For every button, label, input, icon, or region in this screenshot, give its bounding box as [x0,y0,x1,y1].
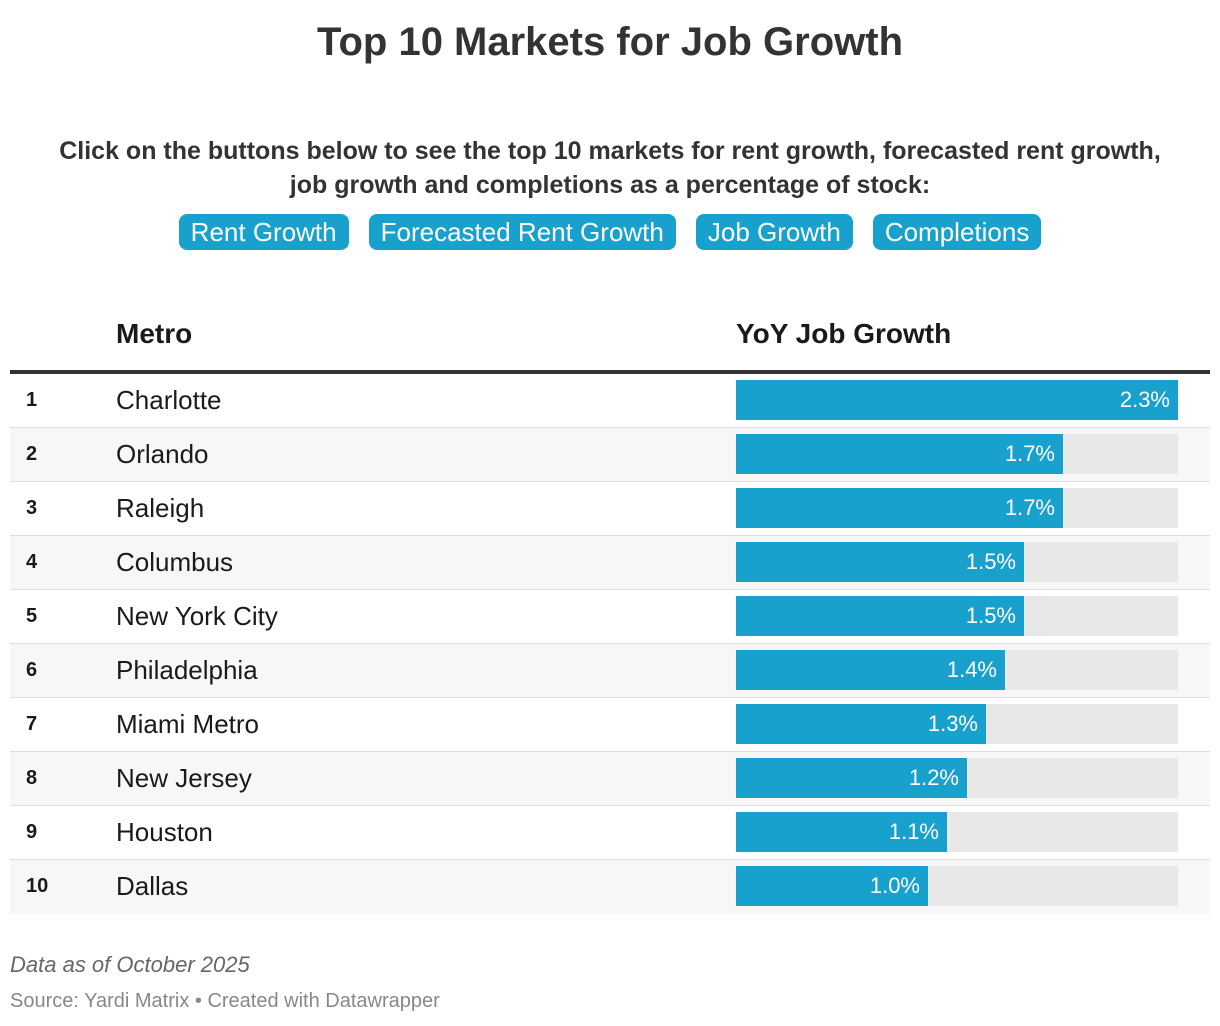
metro-cell: New Jersey [116,763,252,793]
bar-track: 1.3% [736,704,1178,744]
table-row: 5 New York City 1.5% [10,590,1210,644]
bar-track: 1.5% [736,596,1178,636]
bar: 1.5% [736,542,1024,582]
rank-cell: 7 [26,713,38,735]
metro-cell: Charlotte [116,385,222,415]
column-header-metro: Metro [116,318,193,349]
bar: 1.7% [736,434,1063,474]
bar-track: 1.7% [736,434,1178,474]
rank-cell: 9 [26,821,38,843]
intro-line-1: Click on the buttons below to see the to… [59,137,1161,165]
intro-text: Click on the buttons below to see the to… [20,134,1200,202]
rent-growth-button[interactable]: Rent Growth [178,214,349,250]
bar: 1.5% [736,596,1024,636]
bar-value-label: 1.4% [946,657,997,682]
source-note: Source: Yardi Matrix • Created with Data… [10,990,440,1012]
table-row: 3 Raleigh 1.7% [10,482,1210,536]
bar-track: 1.7% [736,488,1178,528]
metro-cell: Raleigh [116,493,205,523]
metro-cell: Orlando [116,439,209,469]
rank-cell: 1 [26,389,38,411]
table-row: 8 New Jersey 1.2% [10,752,1210,806]
bar-track: 2.3% [736,380,1178,420]
rank-cell: 3 [26,497,38,519]
metro-cell: Houston [116,817,213,847]
rank-cell: 4 [26,551,38,573]
metro-cell: Dallas [116,871,189,901]
rank-cell: 8 [26,767,38,789]
table-body: 1 Charlotte 2.3% 2 Orlando 1.7% 3 Raleigh 1.7% 4 C… [10,374,1210,914]
bar-value-label: 1.3% [927,711,978,736]
rank-cell: 6 [26,659,38,681]
metric-buttons: Rent Growth Forecasted Rent Growth Job G… [0,214,1220,250]
bar: 1.4% [736,650,1005,690]
rank-cell: 5 [26,605,38,627]
table-row: 9 Houston 1.1% [10,806,1210,860]
table-row: 4 Columbus 1.5% [10,536,1210,590]
bar-track: 1.5% [736,542,1178,582]
metro-cell: Miami Metro [116,709,260,739]
table-row: 1 Charlotte 2.3% [10,374,1210,428]
bar-track: 1.2% [736,758,1178,798]
chart-title: Top 10 Markets for Job Growth [317,20,903,64]
bar-value-label: 1.7% [1004,441,1055,466]
bar-track: 1.1% [736,812,1178,852]
bar: 1.0% [736,866,928,906]
bar-value-label: 1.5% [965,603,1016,628]
intro-line-2: job growth and completions as a percenta… [289,171,931,199]
metro-cell: Philadelphia [116,655,258,685]
rank-cell: 2 [26,443,38,465]
forecasted-rent-growth-button[interactable]: Forecasted Rent Growth [368,214,676,250]
bar-track: 1.0% [736,866,1178,906]
data-note: Data as of October 2025 [10,952,250,977]
bar-value-label: 1.1% [888,819,939,844]
bar-value-label: 2.3% [1119,387,1170,412]
bar-track: 1.4% [736,650,1178,690]
completions-button[interactable]: Completions [872,214,1042,250]
bar-value-label: 1.0% [869,873,920,898]
bar: 2.3% [736,380,1178,420]
table-row: 6 Philadelphia 1.4% [10,644,1210,698]
metro-cell: Columbus [116,547,234,577]
table-header: Metro YoY Job Growth [10,312,1210,374]
bar: 1.2% [736,758,967,798]
column-header-yoy-job-growth: YoY Job Growth [736,318,952,349]
rank-cell: 10 [26,875,49,897]
bar: 1.1% [736,812,947,852]
bar: 1.7% [736,488,1063,528]
bar-value-label: 1.5% [965,549,1016,574]
table-row: 7 Miami Metro 1.3% [10,698,1210,752]
table-row: 10 Dallas 1.0% [10,860,1210,914]
job-growth-button[interactable]: Job Growth [695,214,853,250]
metro-cell: New York City [116,601,278,631]
bar-value-label: 1.7% [1004,495,1055,520]
table-row: 2 Orlando 1.7% [10,428,1210,482]
bar: 1.3% [736,704,986,744]
bar-value-label: 1.2% [908,765,959,790]
